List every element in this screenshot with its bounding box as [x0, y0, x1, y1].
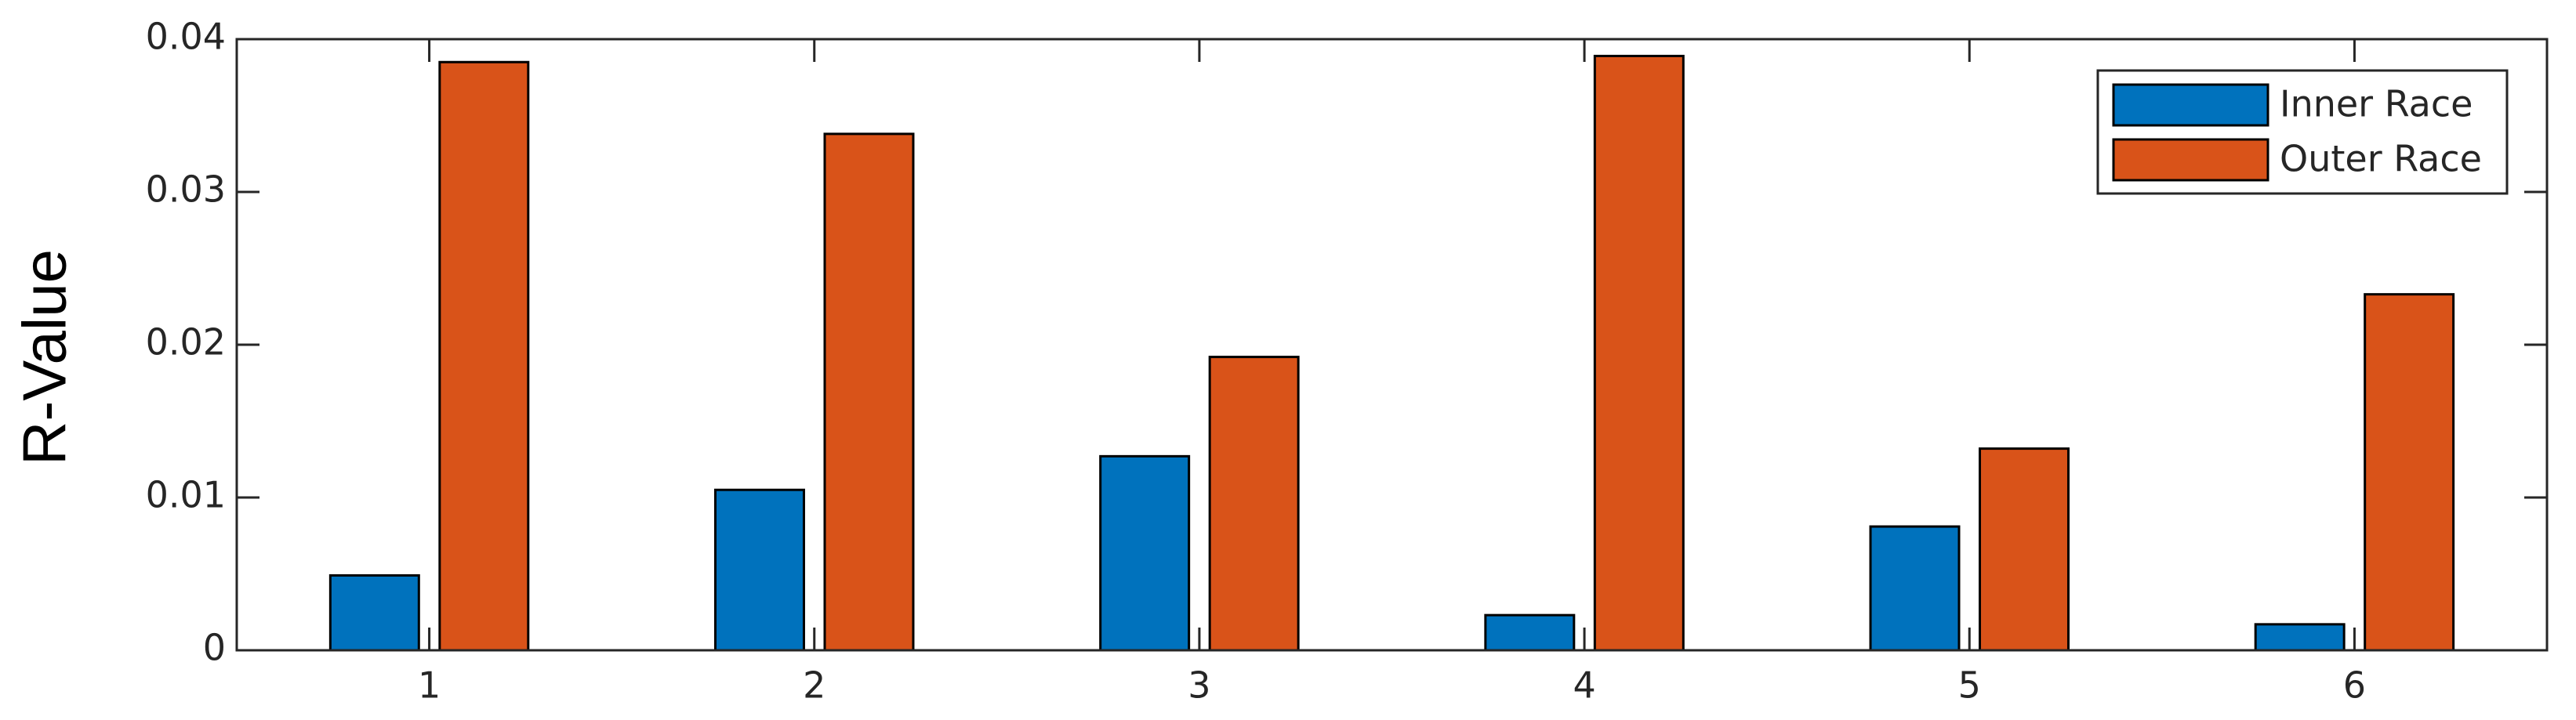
bar	[2254, 623, 2346, 652]
y-tick-label: 0.02	[146, 321, 226, 364]
y-tick-label: 0.03	[146, 168, 226, 211]
plot-frame	[235, 38, 2549, 652]
legend-label: Inner Race	[2280, 83, 2473, 125]
bar	[1869, 525, 1961, 652]
bar	[823, 132, 915, 652]
legend-swatch	[2112, 138, 2269, 182]
bar	[1099, 454, 1191, 652]
bar	[1208, 356, 1300, 652]
x-tick-label: 6	[2343, 664, 2366, 707]
x-tick-label: 2	[803, 664, 825, 707]
bar	[438, 60, 530, 652]
x-tick-label: 3	[1188, 664, 1210, 707]
bar	[1593, 54, 1685, 652]
bar	[714, 488, 805, 652]
y-tick-label: 0	[203, 627, 226, 669]
x-tick-label: 4	[1573, 664, 1595, 707]
legend-label: Outer Race	[2280, 138, 2482, 180]
x-tick-label: 5	[1958, 664, 1981, 707]
bar	[1484, 613, 1576, 652]
y-axis-label: R-Value	[10, 249, 79, 465]
x-tick-label: 1	[418, 664, 441, 707]
y-tick-label: 0.01	[146, 474, 226, 516]
bar	[1979, 447, 2070, 652]
bar	[328, 573, 420, 652]
y-tick-label: 0.04	[146, 16, 226, 58]
bar	[2364, 293, 2455, 652]
legend-swatch	[2112, 83, 2269, 127]
